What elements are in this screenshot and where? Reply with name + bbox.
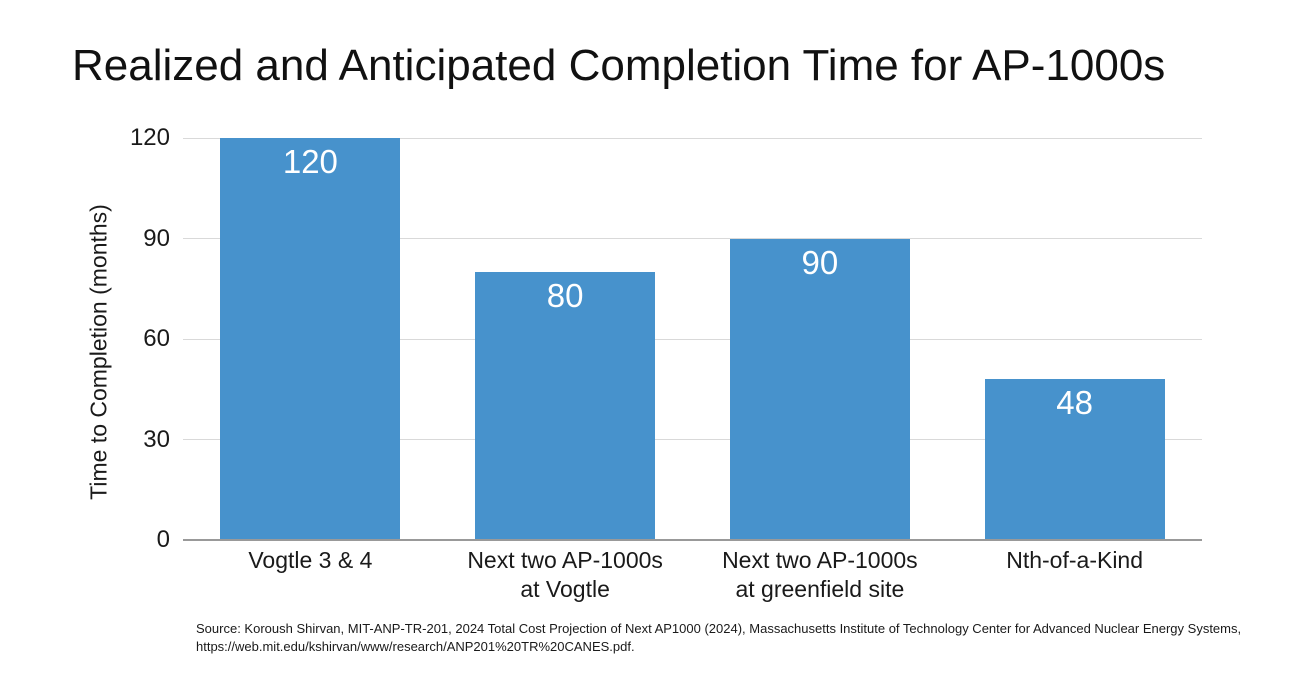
x-category-label-line: Next two AP-1000s: [722, 547, 918, 573]
source-line-1: Source: Koroush Shirvan, MIT-ANP-TR-201,…: [196, 621, 1242, 636]
x-category-label-line: at Vogtle: [520, 576, 610, 602]
x-category-label-4: Nth-of-a-Kind: [947, 546, 1202, 575]
bar-value-label-3: 90: [801, 243, 839, 281]
gridline-90: [183, 238, 1202, 239]
source-citation: Source: Koroush Shirvan, MIT-ANP-TR-201,…: [196, 620, 1241, 656]
x-category-label-line: Nth-of-a-Kind: [1006, 547, 1144, 573]
x-category-label-line: Vogtle 3 & 4: [248, 547, 373, 573]
bar-value-label-2: 80: [546, 277, 584, 314]
y-tick-label-90: 90: [143, 224, 170, 252]
y-tick-label-60: 60: [143, 325, 170, 352]
y-tick-label-120: 120: [129, 124, 170, 151]
x-category-label-3: Next two AP-1000s at greenfield site: [693, 546, 948, 604]
gridline-30: [183, 439, 1202, 440]
x-category-label-2: Next two AP-1000s at Vogtle: [438, 546, 693, 604]
source-line-2: https://web.mit.edu/kshirvan/www/researc…: [196, 639, 635, 654]
chart-title: Realized and Anticipated Completion Time…: [72, 41, 1166, 90]
y-tick-label-30: 30: [143, 425, 170, 453]
x-category-label-line: Next two AP-1000s: [467, 547, 663, 573]
y-axis-title: Time to Completion (months): [85, 204, 112, 500]
bar-3: 90: [729, 238, 910, 540]
x-axis-line: [183, 539, 1202, 541]
y-tick-label-0: 0: [156, 526, 170, 553]
bar-value-label-1: 120: [282, 143, 338, 180]
bar-1: 120: [220, 138, 401, 540]
x-category-label-line: at greenfield site: [735, 576, 905, 602]
gridline-120: [183, 137, 1202, 139]
bar-2: 80: [475, 272, 656, 540]
plot-area: 0 30 60 90 120 120 80 90 48 Vogtle 3 & 4 Next two …: [130, 124, 1202, 602]
x-category-label-1: Vogtle 3 & 4: [183, 546, 438, 575]
gridline-60: [183, 338, 1202, 340]
bar-value-label-4: 48: [1056, 384, 1093, 422]
bar-4: 48: [984, 379, 1165, 540]
